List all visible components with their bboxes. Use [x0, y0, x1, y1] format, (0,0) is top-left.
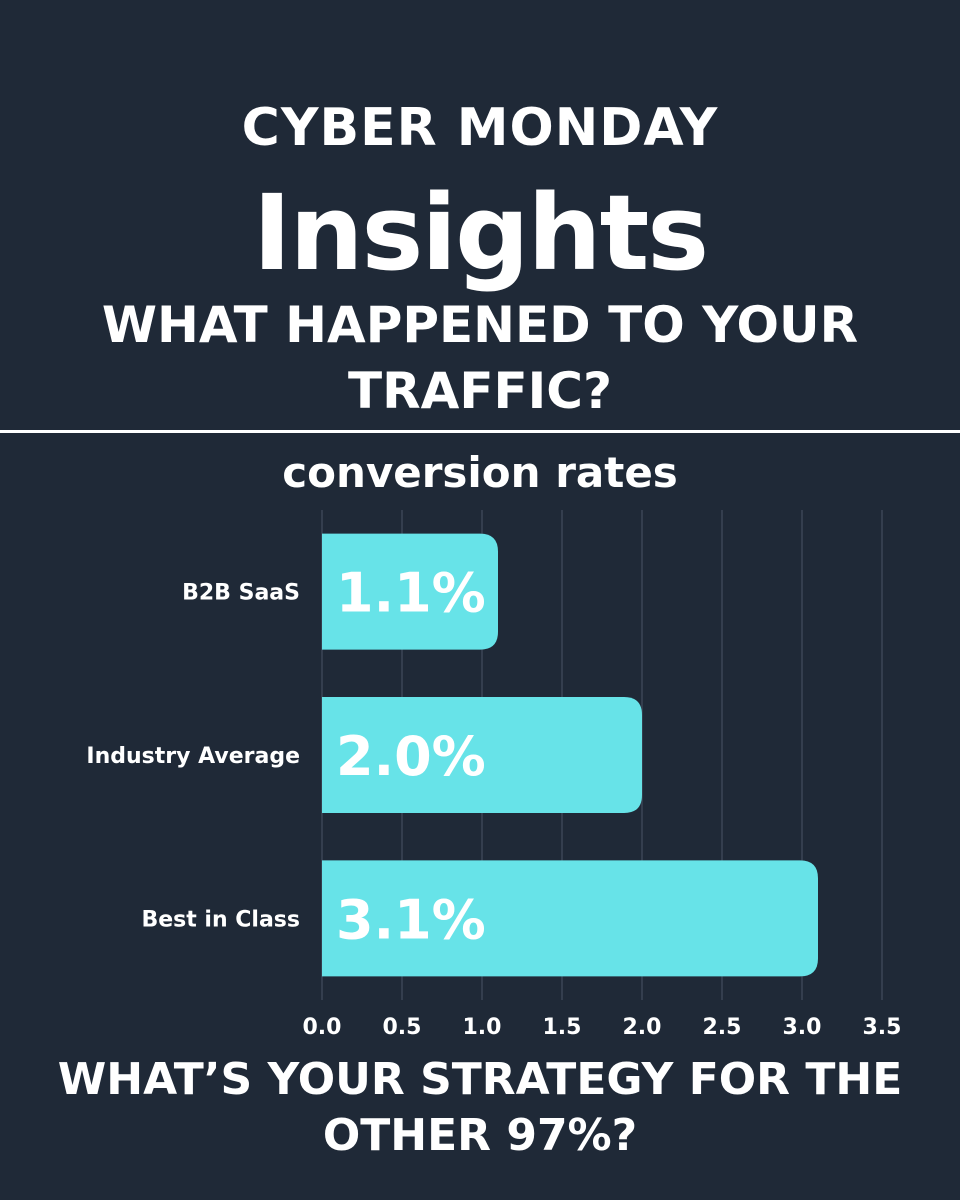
conversion-rate-bar-chart: 0.0 0.5 1.0 1.5 2.0 2.5 3.0 3.5 B2B SaaS 1.1% Indu… — [86, 510, 901, 1040]
category-label: Best in Class — [141, 907, 300, 932]
bar — [322, 533, 498, 650]
x-tick-label: 2.0 — [623, 1015, 662, 1040]
subtitle-line-1: WHAT HAPPENED TO YOUR — [101, 296, 859, 354]
x-tick-label: 1.0 — [463, 1015, 502, 1040]
kicker-title: CYBER MONDAY — [241, 98, 719, 158]
bar — [322, 860, 818, 977]
x-tick-label: 3.0 — [783, 1015, 822, 1040]
category-label: Industry Average — [86, 744, 300, 769]
category-label: B2B SaaS — [182, 581, 300, 606]
x-tick-label: 2.5 — [703, 1015, 742, 1040]
chart-title: conversion rates — [282, 448, 678, 497]
footer-line-1: WHAT’S YOUR STRATEGY FOR THE — [57, 1054, 903, 1105]
x-tick-label: 1.5 — [543, 1015, 582, 1040]
x-tick-label: 0.5 — [383, 1015, 422, 1040]
subtitle-line-2: TRAFFIC? — [348, 362, 612, 420]
data-label: 2.0% — [336, 725, 486, 788]
label-layer: 0.0 0.5 1.0 1.5 2.0 2.5 3.0 3.5 B2B SaaS 1.1% Indu… — [86, 562, 901, 1040]
main-title: Insights — [252, 172, 709, 294]
footer-line-2: OTHER 97%? — [322, 1110, 638, 1161]
x-tick-label: 0.0 — [303, 1015, 342, 1040]
data-label: 3.1% — [336, 888, 486, 951]
section-divider — [0, 430, 960, 433]
x-tick-label: 3.5 — [863, 1015, 902, 1040]
bar-layer — [322, 533, 818, 977]
data-label: 1.1% — [336, 562, 486, 625]
bar — [322, 697, 642, 813]
